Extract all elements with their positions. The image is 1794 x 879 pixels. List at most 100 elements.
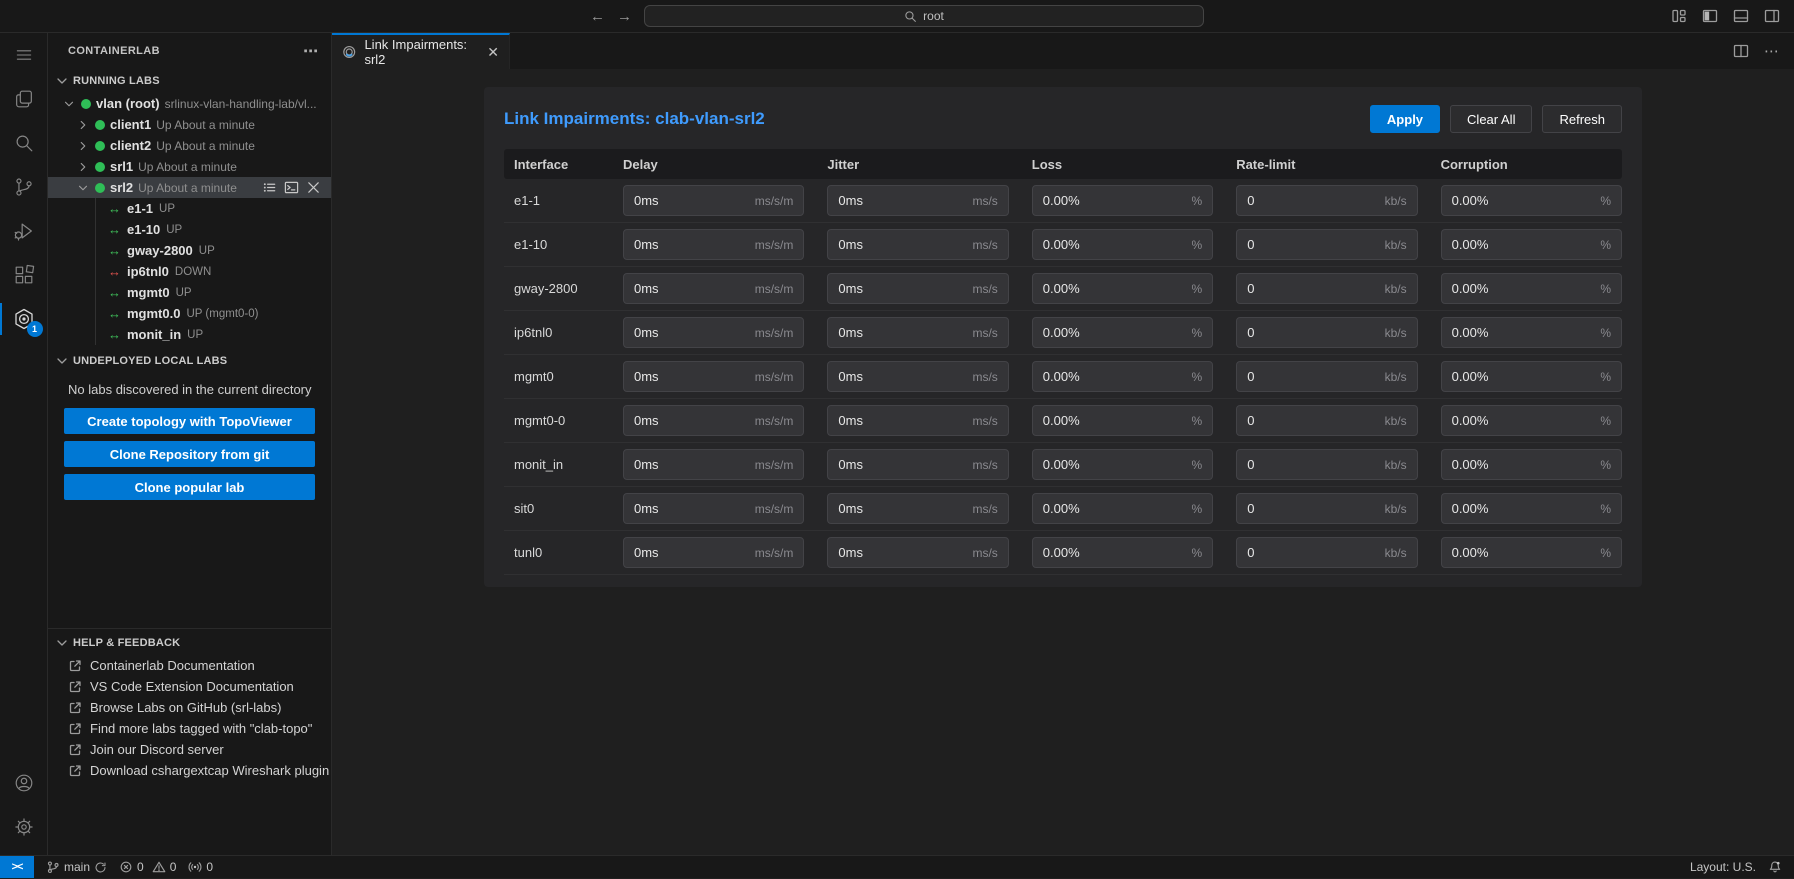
delay-input[interactable]: 0ms ms/s/m (623, 537, 805, 568)
delay-input[interactable]: 0ms ms/s/m (623, 273, 805, 304)
jitter-input[interactable]: 0ms ms/s (827, 493, 1009, 524)
refresh-button[interactable]: Refresh (1542, 105, 1622, 133)
rate-limit-input[interactable]: 0 kb/s (1236, 405, 1418, 436)
rate-limit-input[interactable]: 0 kb/s (1236, 185, 1418, 216)
account-icon[interactable] (0, 761, 48, 805)
keyboard-layout-item[interactable]: Layout: U.S. (1689, 860, 1756, 874)
tree-item-interface[interactable]: ↔ ip6tnl0 DOWN (108, 264, 212, 279)
bell-icon[interactable] (1768, 860, 1782, 874)
corruption-input[interactable]: 0.00%% (1440, 493, 1622, 524)
tree-item-interface[interactable]: ↔ e1-1 UP (108, 201, 176, 216)
corruption-input[interactable]: 0.00%% (1440, 273, 1622, 304)
command-center-search[interactable]: root (644, 5, 1204, 27)
tree-item-interface[interactable]: ↔ mgmt0 UP (108, 285, 192, 300)
jitter-input[interactable]: 0ms ms/s (827, 537, 1009, 568)
section-help-feedback[interactable]: HELP & FEEDBACK (48, 631, 331, 655)
delay-input[interactable]: 0ms ms/s/m (623, 449, 805, 480)
loss-input[interactable]: 0.00%% (1031, 449, 1214, 480)
loss-input[interactable]: 0.00%% (1031, 185, 1214, 216)
jitter-input[interactable]: 0ms ms/s (827, 405, 1009, 436)
tab-link-impairments[interactable]: Link Impairments: srl2 ✕ (332, 33, 510, 69)
containerlab-view-icon[interactable]: 1 (0, 297, 48, 341)
tree-item-lab-root[interactable]: vlan (root) srlinux-vlan-handling-lab/vl… (48, 93, 331, 114)
explorer-icon[interactable] (0, 77, 48, 121)
delay-input[interactable]: 0ms ms/s/m (623, 493, 805, 524)
corruption-input[interactable]: 0.00%% (1440, 449, 1622, 480)
tree-item-interface[interactable]: ↔ mgmt0.0 UP (mgmt0-0) (108, 306, 259, 321)
menu-icon[interactable] (0, 33, 48, 77)
rate-limit-input[interactable]: 0 kb/s (1236, 493, 1418, 524)
delay-input[interactable]: 0ms ms/s/m (623, 229, 805, 260)
remote-indicator[interactable]: >< (0, 856, 34, 878)
corruption-input[interactable]: 0.00%% (1440, 361, 1622, 392)
tab-close-icon[interactable]: ✕ (487, 43, 499, 60)
help-link[interactable]: Browse Labs on GitHub (srl-labs) (48, 697, 331, 718)
list-icon[interactable] (262, 180, 277, 195)
corruption-input[interactable]: 0.00%% (1440, 185, 1622, 216)
rate-limit-input[interactable]: 0 kb/s (1236, 273, 1418, 304)
editor-more-icon[interactable]: ⋯ (1764, 43, 1780, 60)
disconnect-icon[interactable] (306, 180, 321, 195)
help-link[interactable]: Find more labs tagged with "clab-topo" (48, 718, 331, 739)
tree-item-interface[interactable]: ↔ gway-2800 UP (108, 243, 215, 258)
section-running-labs[interactable]: RUNNING LABS (48, 69, 331, 93)
back-icon[interactable]: ← (590, 7, 605, 25)
customize-layout-icon[interactable] (1671, 8, 1687, 24)
corruption-input[interactable]: 0.00%% (1440, 405, 1622, 436)
jitter-input[interactable]: 0ms ms/s (827, 449, 1009, 480)
terminal-icon[interactable] (284, 180, 299, 195)
loss-input[interactable]: 0.00%% (1031, 361, 1214, 392)
corruption-input[interactable]: 0.00%% (1440, 229, 1622, 260)
loss-input[interactable]: 0.00%% (1031, 405, 1214, 436)
search-view-icon[interactable] (0, 121, 48, 165)
corruption-input[interactable]: 0.00%% (1440, 537, 1622, 568)
help-link[interactable]: VS Code Extension Documentation (48, 676, 331, 697)
toggle-primary-sidebar-icon[interactable] (1702, 8, 1718, 24)
sidebar-action-button[interactable]: Create topology with TopoViewer (64, 408, 315, 434)
branch-item[interactable]: main (46, 860, 107, 874)
jitter-input[interactable]: 0ms ms/s (827, 273, 1009, 304)
loss-input[interactable]: 0.00%% (1031, 493, 1214, 524)
help-link[interactable]: Containerlab Documentation (48, 655, 331, 676)
jitter-input[interactable]: 0ms ms/s (827, 229, 1009, 260)
sidebar-action-button[interactable]: Clone popular lab (64, 474, 315, 500)
sidebar-more-icon[interactable]: ⋯ (303, 43, 319, 60)
extensions-icon[interactable] (0, 253, 48, 297)
loss-input[interactable]: 0.00%% (1031, 537, 1214, 568)
rate-limit-input[interactable]: 0 kb/s (1236, 449, 1418, 480)
settings-gear-icon[interactable] (0, 805, 48, 849)
forward-icon[interactable]: → (617, 7, 632, 25)
tree-item-node-selected[interactable]: srl2 Up About a minute (48, 177, 331, 198)
toggle-panel-icon[interactable] (1733, 8, 1749, 24)
problems-item[interactable]: 0 0 (119, 860, 176, 874)
split-editor-icon[interactable] (1733, 43, 1749, 59)
run-debug-icon[interactable] (0, 209, 48, 253)
rate-limit-input[interactable]: 0 kb/s (1236, 537, 1418, 568)
jitter-input[interactable]: 0ms ms/s (827, 317, 1009, 348)
delay-input[interactable]: 0ms ms/s/m (623, 361, 805, 392)
rate-limit-input[interactable]: 0 kb/s (1236, 361, 1418, 392)
delay-input[interactable]: 0ms ms/s/m (623, 317, 805, 348)
rate-limit-input[interactable]: 0 kb/s (1236, 317, 1418, 348)
tree-item-interface[interactable]: ↔ e1-10 UP (108, 222, 183, 237)
toggle-secondary-sidebar-icon[interactable] (1764, 8, 1780, 24)
ports-item[interactable]: 0 (188, 860, 213, 874)
rate-limit-input[interactable]: 0 kb/s (1236, 229, 1418, 260)
apply-button[interactable]: Apply (1369, 105, 1441, 133)
delay-input[interactable]: 0ms ms/s/m (623, 185, 805, 216)
help-link[interactable]: Join our Discord server (48, 739, 331, 760)
loss-input[interactable]: 0.00%% (1031, 229, 1214, 260)
jitter-input[interactable]: 0ms ms/s (827, 361, 1009, 392)
tree-item-node[interactable]: srl1 Up About a minute (48, 156, 331, 177)
source-control-icon[interactable] (0, 165, 48, 209)
section-undeployed-labs[interactable]: UNDEPLOYED LOCAL LABS (48, 349, 331, 373)
help-link[interactable]: Download cshargextcap Wireshark plugin (48, 760, 331, 781)
loss-input[interactable]: 0.00%% (1031, 273, 1214, 304)
loss-input[interactable]: 0.00%% (1031, 317, 1214, 348)
sidebar-action-button[interactable]: Clone Repository from git (64, 441, 315, 467)
tree-item-interface[interactable]: ↔ monit_in UP (108, 327, 204, 342)
delay-input[interactable]: 0ms ms/s/m (623, 405, 805, 436)
corruption-input[interactable]: 0.00%% (1440, 317, 1622, 348)
tree-item-node[interactable]: client2 Up About a minute (48, 135, 331, 156)
clear-all-button[interactable]: Clear All (1450, 105, 1533, 133)
